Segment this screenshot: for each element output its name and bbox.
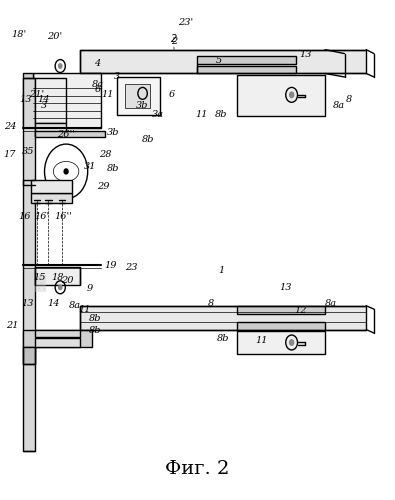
Text: 13: 13 [280, 283, 292, 292]
Text: 8a: 8a [69, 301, 81, 310]
Text: 20': 20' [47, 32, 62, 41]
Circle shape [64, 169, 68, 174]
Text: 8: 8 [208, 298, 214, 308]
Bar [80, 50, 366, 74]
Circle shape [289, 339, 294, 346]
Bar [198, 56, 295, 64]
Bar [237, 306, 325, 314]
Bar [35, 268, 80, 285]
Text: 23': 23' [178, 18, 193, 28]
Bar [23, 347, 35, 364]
Text: 16': 16' [34, 212, 49, 220]
Text: 29: 29 [97, 182, 110, 191]
Text: 35: 35 [21, 147, 34, 156]
Text: 28: 28 [99, 150, 111, 158]
Text: 18': 18' [11, 30, 26, 38]
Text: 3b: 3b [136, 101, 149, 110]
Text: 13: 13 [299, 50, 312, 59]
Bar [23, 330, 92, 347]
Text: 8b: 8b [142, 134, 155, 143]
Bar [31, 193, 72, 203]
Text: 6: 6 [94, 86, 101, 94]
Text: 8b: 8b [107, 164, 119, 173]
Text: 11: 11 [255, 336, 268, 345]
Text: 21: 21 [6, 321, 19, 330]
Text: 15: 15 [33, 273, 46, 282]
Text: 11: 11 [102, 90, 114, 100]
Circle shape [289, 92, 294, 98]
Text: 8a: 8a [333, 102, 345, 110]
Bar [237, 330, 325, 354]
Circle shape [58, 63, 62, 69]
Text: 23: 23 [124, 263, 137, 272]
Text: 11: 11 [79, 304, 91, 314]
Text: 9: 9 [87, 284, 93, 293]
Text: 8b: 8b [88, 314, 101, 322]
Text: 21': 21' [29, 90, 44, 100]
Text: 11: 11 [195, 110, 208, 119]
Bar [80, 306, 366, 330]
Text: 2: 2 [171, 36, 177, 46]
Bar [23, 74, 33, 128]
Text: 2: 2 [171, 34, 177, 50]
Bar [35, 123, 66, 136]
Bar [35, 130, 105, 136]
Text: 12: 12 [294, 306, 307, 315]
Bar [117, 78, 160, 115]
Bar [237, 75, 325, 116]
Text: 20: 20 [61, 276, 73, 285]
Text: 18: 18 [51, 273, 63, 282]
Text: 14: 14 [38, 95, 50, 104]
Text: 3b: 3b [107, 128, 119, 136]
Text: 26'': 26'' [57, 130, 75, 138]
Bar [33, 74, 102, 128]
Text: 14: 14 [47, 298, 60, 308]
Text: 4: 4 [94, 58, 101, 68]
Bar [35, 338, 80, 347]
Bar [35, 78, 66, 123]
Text: 8a: 8a [325, 298, 337, 308]
Bar [23, 78, 35, 452]
Text: 3: 3 [114, 72, 120, 82]
Circle shape [58, 284, 62, 290]
Text: 5: 5 [216, 56, 222, 64]
Bar [31, 180, 72, 193]
Text: 8b: 8b [215, 110, 227, 119]
Bar [237, 322, 325, 330]
Text: 17: 17 [4, 150, 16, 158]
Text: 24: 24 [4, 122, 16, 131]
Text: 8: 8 [345, 96, 352, 104]
Text: 3a: 3a [152, 110, 164, 119]
Text: 8a: 8a [91, 80, 103, 89]
Text: 31: 31 [83, 162, 96, 171]
Text: 16'': 16'' [55, 212, 72, 220]
Text: 8b: 8b [88, 326, 101, 335]
Text: Фиг. 2: Фиг. 2 [166, 460, 229, 478]
Text: 19: 19 [104, 262, 117, 270]
Text: 13: 13 [22, 298, 34, 308]
Text: 13: 13 [19, 96, 32, 104]
Bar [198, 66, 295, 74]
Text: 6: 6 [169, 90, 175, 100]
Bar [35, 330, 80, 337]
Text: 16: 16 [18, 212, 30, 220]
Text: 8b: 8b [217, 334, 229, 342]
Text: 3: 3 [41, 101, 47, 110]
Bar [125, 84, 150, 108]
Text: 1: 1 [218, 266, 224, 276]
